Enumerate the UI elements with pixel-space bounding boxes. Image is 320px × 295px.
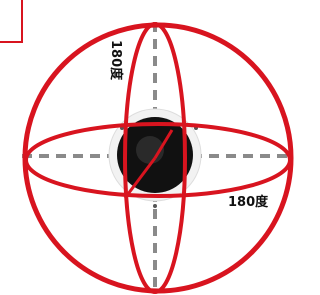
vertical-label: 180度 xyxy=(108,40,124,81)
screw xyxy=(153,204,157,208)
frame-box xyxy=(0,0,22,42)
diagram: 180度 180度 xyxy=(0,0,296,295)
page: {"labels": {"vertical": "180度", "horizon… xyxy=(0,0,320,295)
horizontal-label: 180度 xyxy=(228,194,269,210)
